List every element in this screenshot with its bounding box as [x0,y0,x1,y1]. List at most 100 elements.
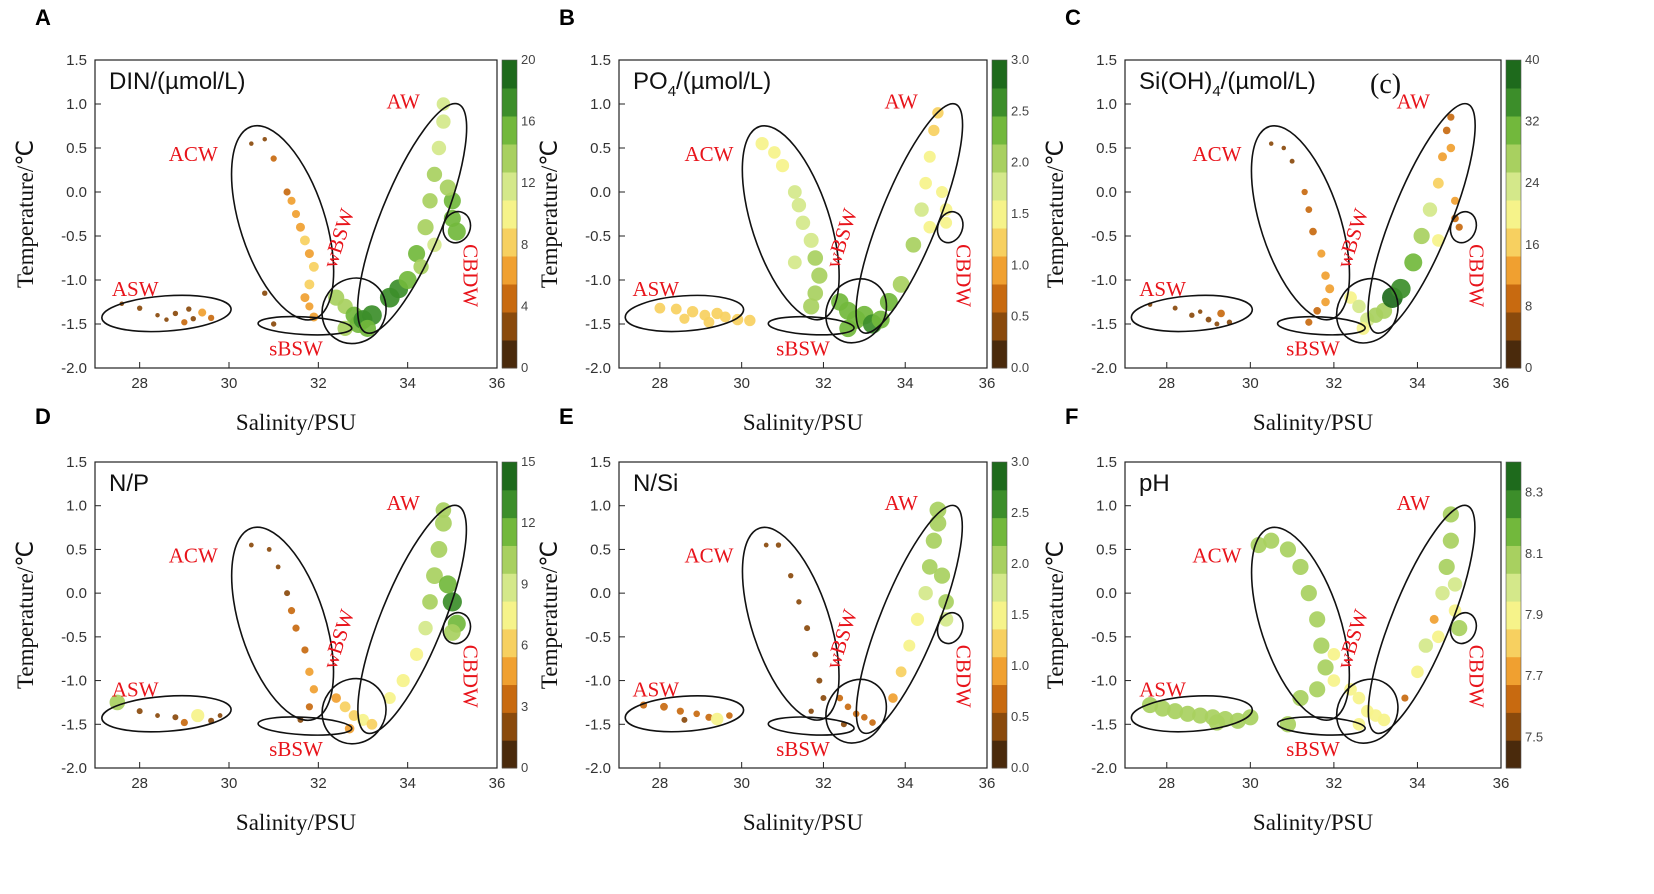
water-mass-label-wbsw: wBSW [821,606,863,671]
water-mass-label-acw: ACW [169,544,218,568]
colorbar-segment [1506,284,1521,313]
panel-title-tail: /(µmol/L) [1221,68,1316,95]
colorbar-tick-label: 2.5 [1011,505,1029,520]
y-tick-label: -0.5 [585,228,611,245]
water-mass-ellipse-cbdw [936,611,964,645]
data-point [1242,709,1259,726]
data-point [787,185,802,199]
data-point [1317,249,1326,258]
panel-e: E 28 30 32 34 36 1.5 1.0 0.5 0.0 -0.5 -1.0 -1.5 -2.0 S… [537,404,1029,835]
y-tick-label: -1.5 [585,316,611,333]
colorbar-segment [1506,628,1521,658]
data-point [299,235,310,246]
data-point [895,666,907,678]
colorbar-tick-label: 0 [521,360,528,375]
water-mass-label-wbsw: wBSW [821,206,863,271]
x-axis-label: Salinity/PSU [236,810,357,835]
x-tick-label: 32 [1326,775,1343,792]
colorbar-segment [1506,172,1521,201]
data-point [1411,665,1424,679]
water-mass-label-aw: AW [387,491,420,515]
data-point [1442,506,1459,523]
colorbar-segment [992,656,1007,686]
colorbar-segment [502,312,517,341]
data-point [660,702,668,711]
panel-title-main: Si(OH) [1139,68,1212,95]
y-tick-label: -0.5 [585,629,611,646]
x-tick-label: 34 [399,775,416,792]
data-point [938,612,954,627]
x-tick-label: 28 [131,775,148,792]
colorbar-segment [1506,256,1521,285]
colorbar-tick-label: 8 [521,237,528,252]
panel-letter: F [1065,404,1078,429]
y-axis-label: Temperature/℃ [13,140,38,288]
y-tick-label: 0.0 [66,585,87,602]
y-axis-label: Temperature/℃ [1043,541,1068,689]
data-point [1442,532,1459,549]
data-point [155,312,160,318]
data-point [1435,585,1450,601]
water-mass-label-cbdw: CBDW [951,645,975,708]
data-point [426,567,443,585]
colorbar-tick-label: 0.5 [1011,309,1029,324]
x-tick-label: 30 [221,375,238,392]
colorbar-segment [992,200,1007,229]
data-point [1292,689,1309,707]
data-point [270,155,277,162]
data-point [836,694,844,702]
data-point [426,166,443,183]
y-tick-label: 0.0 [66,184,87,201]
data-point [933,567,951,584]
data-point [1289,158,1295,164]
data-point [339,701,351,713]
data-point [807,250,824,266]
water-mass-label-aw: AW [884,491,917,515]
y-tick-label: 1.0 [66,96,87,113]
y-tick-label: -2.0 [585,360,611,377]
x-tick-label: 30 [1242,775,1259,792]
y-tick-label: -2.0 [61,360,87,377]
data-point [1226,319,1233,325]
y-tick-label: 1.0 [590,498,611,515]
panel-letter: D [35,404,51,429]
data-point [172,714,179,721]
colorbar-segment [992,172,1007,201]
x-tick-label: 34 [897,775,914,792]
water-mass-ellipse-aw [855,102,964,334]
data-point [1442,126,1451,135]
y-tick-label: 0.5 [66,140,87,157]
x-tick-label: 36 [489,775,506,792]
data-point [344,723,355,734]
colorbar-segment [1506,340,1521,369]
data-point [1305,206,1313,213]
data-point [295,222,305,232]
panel-title-main: PO [633,68,668,95]
data-point [921,559,938,575]
data-point [443,624,461,641]
panel-title-tail: /(µmol/L) [676,68,771,95]
data-point [1167,703,1184,720]
colorbar-segment [502,740,517,769]
data-point [136,305,143,311]
y-tick-label: 0.5 [1096,541,1117,558]
water-mass-ellipse-sbsw [257,315,353,336]
data-point [1438,558,1455,576]
panel-letter: C [1065,5,1081,30]
data-point [1352,717,1366,731]
water-mass-ellipse-acw [741,526,840,721]
colorbar-segment [1506,545,1521,574]
colorbar-segment [1506,60,1521,89]
water-mass-label-cbdw: CBDW [951,244,975,307]
data-point [186,306,192,312]
colorbar-segment [502,573,517,602]
colorbar-segment [502,116,517,145]
data-point [1229,712,1246,729]
water-mass-ellipse-cbdw [442,210,472,244]
data-point [676,707,684,715]
y-tick-label: 0.0 [590,585,611,602]
colorbar-frame [501,59,518,369]
water-mass-ellipse-acw [741,125,840,321]
data-point [1192,707,1209,724]
